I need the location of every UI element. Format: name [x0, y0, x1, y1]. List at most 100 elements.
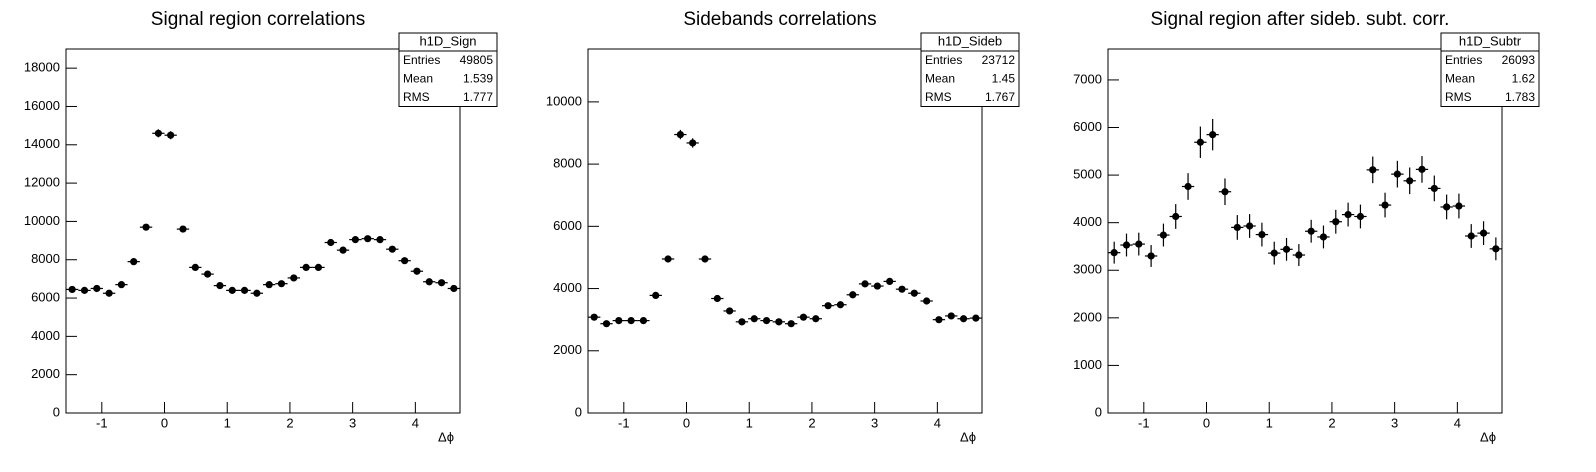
data-point: [425, 278, 433, 286]
x-axis-label: Δϕ: [960, 429, 976, 444]
stats-name: Mean: [403, 72, 433, 86]
y-tick-label: 12000: [24, 175, 60, 190]
data-point: [1245, 222, 1254, 230]
x-tick-label: 0: [683, 415, 690, 430]
stats-value: 26093: [1502, 53, 1536, 67]
data-point: [689, 139, 697, 147]
stats-box: [398, 32, 498, 107]
data-point: [1270, 249, 1278, 257]
data-point: [1184, 182, 1192, 191]
y-tick-label: 7000: [1073, 71, 1102, 86]
stats-name: RMS: [1445, 90, 1472, 104]
data-point: [873, 282, 881, 290]
data-point: [762, 317, 771, 325]
plot-frame: [587, 48, 983, 414]
data-point: [154, 129, 162, 137]
data-point: [799, 313, 808, 321]
data-point: [142, 223, 150, 231]
data-point: [787, 320, 795, 328]
data-point: [898, 285, 906, 293]
y-tick-label: 10000: [546, 93, 582, 108]
data-point: [1319, 233, 1328, 241]
data-point: [1233, 223, 1241, 232]
data-point: [339, 246, 347, 254]
y-tick-label: 8000: [31, 251, 60, 266]
y-tick-label: 0: [1095, 404, 1102, 419]
data-point: [861, 280, 869, 288]
y-tick-label: 4000: [1073, 214, 1102, 229]
x-tick-label: 0: [1203, 415, 1210, 430]
stats-box: [920, 32, 1020, 107]
data-point: [388, 245, 396, 253]
data-point: [253, 289, 261, 297]
data-point: [1147, 252, 1155, 260]
stats-title: h1D_Sign: [419, 33, 476, 48]
data-point: [351, 236, 359, 244]
x-tick-label: 3: [1391, 415, 1398, 430]
data-point: [602, 320, 611, 328]
x-axis-label: Δϕ: [1480, 429, 1496, 444]
x-tick-label: 1: [1266, 415, 1273, 430]
data-point: [713, 294, 721, 303]
data-point: [1135, 240, 1143, 248]
data-point: [738, 318, 746, 326]
data-point: [1344, 210, 1352, 219]
data-point: [1430, 184, 1438, 193]
data-point: [80, 286, 89, 294]
data-point: [413, 267, 421, 275]
stats-value: 1.45: [992, 72, 1016, 86]
y-tick-label: 0: [53, 404, 60, 419]
data-point: [652, 291, 660, 299]
data-point: [639, 317, 648, 325]
data-point: [302, 263, 310, 271]
y-tick-label: 0: [575, 404, 582, 419]
data-point: [216, 282, 224, 290]
data-point: [1455, 202, 1463, 210]
stats-value: 23712: [982, 53, 1016, 67]
stats-name: Entries: [925, 53, 962, 67]
data-point: [1418, 165, 1426, 173]
data-point: [68, 285, 76, 294]
data-point: [947, 312, 955, 320]
stats-name: Mean: [1445, 72, 1475, 86]
data-point: [1332, 218, 1340, 226]
stats-title: h1D_Sideb: [938, 33, 1002, 48]
stats-value: 1.62: [1512, 72, 1536, 86]
data-point: [1159, 231, 1168, 239]
data-point: [824, 302, 832, 310]
y-tick-label: 10000: [24, 213, 60, 228]
data-point: [812, 315, 820, 323]
stats-value: 1.539: [463, 72, 493, 86]
y-tick-label: 8000: [553, 156, 582, 171]
stats-name: Entries: [403, 53, 440, 67]
data-point: [1295, 251, 1303, 259]
data-point: [725, 307, 734, 315]
data-point: [1221, 188, 1229, 196]
data-point: [93, 284, 101, 293]
data-point: [376, 236, 384, 244]
data-point: [1209, 131, 1217, 139]
x-tick-label: 2: [1328, 415, 1335, 430]
data-point: [627, 317, 635, 325]
data-point: [1172, 212, 1180, 221]
data-point: [179, 225, 187, 233]
x-axis-label: Δϕ: [438, 429, 454, 444]
data-point: [130, 258, 138, 266]
data-point: [849, 291, 857, 299]
x-tick-label: 2: [286, 415, 293, 430]
x-tick-label: 3: [871, 415, 878, 430]
stats-box: [1440, 32, 1540, 107]
y-tick-label: 2000: [1073, 309, 1102, 324]
data-point: [450, 284, 458, 293]
data-point: [775, 318, 783, 326]
stats-value: 1.767: [985, 90, 1015, 104]
data-point: [1443, 203, 1451, 211]
x-tick-label: 0: [161, 415, 168, 430]
chart-title: Signal region after sideb. subt. corr.: [1151, 9, 1450, 30]
data-point: [750, 315, 758, 323]
data-point: [327, 238, 335, 247]
data-point: [1406, 177, 1414, 185]
x-tick-label: 4: [412, 415, 419, 430]
y-tick-label: 4000: [31, 328, 60, 343]
stats-title: h1D_Subtr: [1459, 33, 1522, 48]
